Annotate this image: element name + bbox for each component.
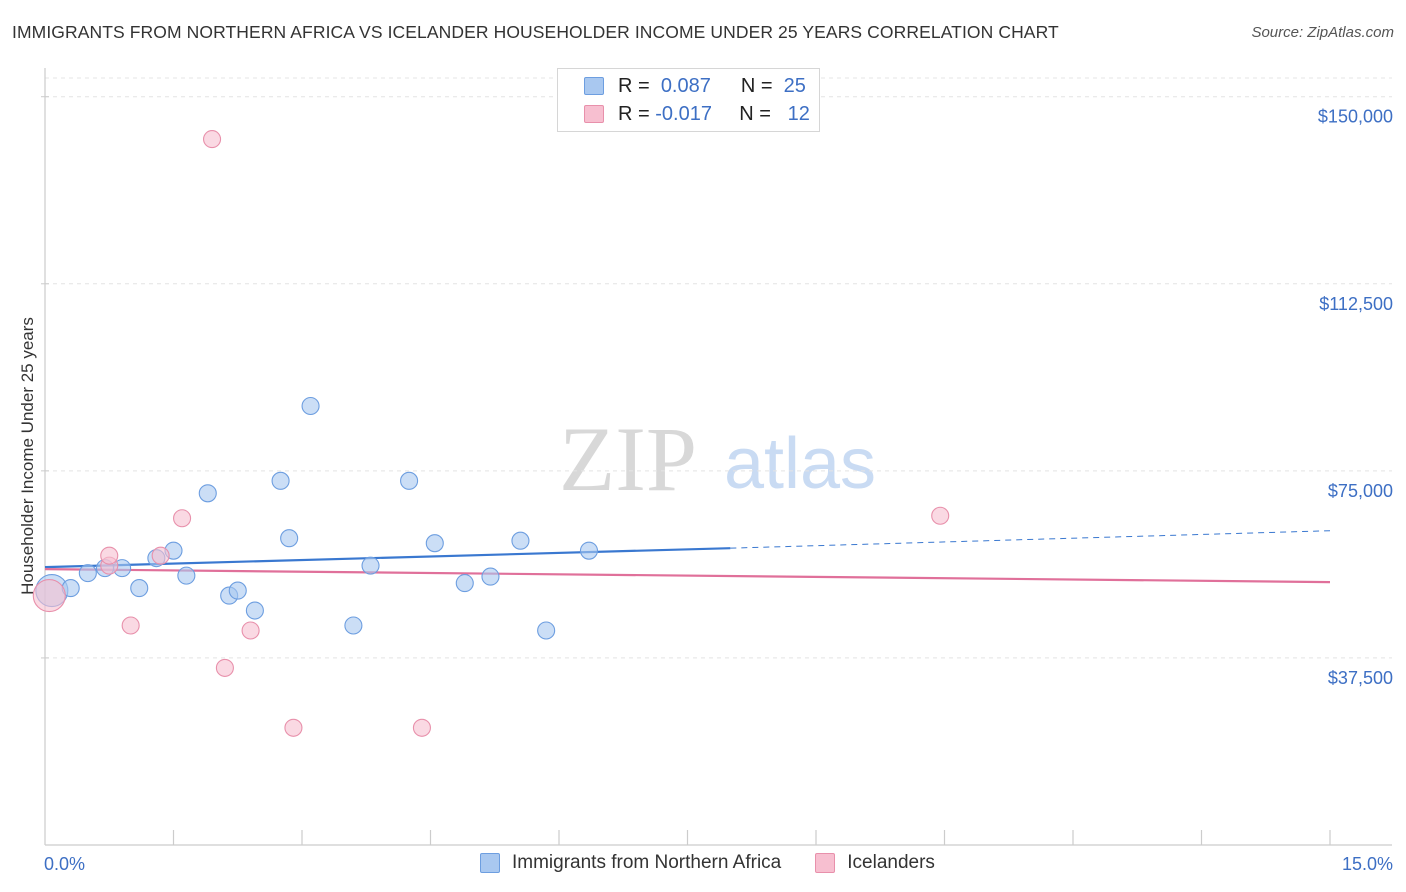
x-tick-label-min: 0.0% [44, 854, 85, 874]
data-point-northern-africa [455, 574, 474, 593]
x-tick-labels: 0.0% 15.0% [44, 854, 1393, 874]
data-point-northern-africa [361, 556, 380, 575]
data-point-northern-africa [481, 567, 500, 586]
data-point-icelanders [173, 509, 192, 528]
data-point-icelanders [203, 130, 222, 149]
source-credit: Source: ZipAtlas.com [1251, 24, 1394, 41]
legend-swatch-pink [815, 853, 836, 873]
data-point-icelanders [215, 658, 234, 677]
data-point-northern-africa [280, 529, 299, 548]
series-legend: Immigrants from Northern Africa Icelande… [480, 852, 969, 874]
trend-line-extension [730, 530, 1331, 549]
legend-swatch-blue [480, 853, 500, 873]
data-point-northern-africa [425, 534, 444, 553]
legend-n-label: N = [740, 74, 773, 97]
legend-swatch-pink [584, 105, 604, 123]
data-point-northern-africa [537, 621, 556, 640]
watermark: ZIP atlas [559, 408, 876, 510]
legend-label-northern-africa: Immigrants from Northern Africa [512, 852, 782, 873]
data-point-icelanders [931, 506, 950, 525]
legend-row-icelanders: R = -0.017 N = 12 [584, 102, 810, 126]
x-ticks [172, 830, 1331, 845]
data-point-icelanders [241, 621, 260, 640]
data-point-northern-africa [245, 601, 264, 620]
watermark-atlas: atlas [724, 424, 876, 504]
legend-swatch-blue [584, 77, 604, 95]
data-point-icelanders [100, 546, 119, 565]
data-point-icelanders [151, 546, 170, 565]
legend-n-value: 12 [787, 102, 810, 125]
y-tick-label: $112,500 [1319, 294, 1393, 314]
data-point-northern-africa [344, 616, 363, 635]
data-point-northern-africa [400, 471, 419, 490]
legend-r-value: -0.017 [655, 102, 712, 125]
data-points [32, 130, 950, 737]
data-point-northern-africa [511, 531, 530, 550]
x-tick-label-max: 15.0% [1342, 854, 1393, 874]
data-point-icelanders [284, 718, 303, 737]
trend-lines [44, 530, 1331, 584]
y-tick-label: $37,500 [1328, 668, 1393, 688]
data-point-northern-africa [301, 396, 320, 416]
y-tick-labels: $37,500 $75,000 $112,500 $150,000 [1318, 107, 1393, 688]
legend-label-icelanders: Icelanders [847, 852, 935, 873]
legend-n-label: N = [739, 102, 771, 125]
data-point-northern-africa [177, 566, 196, 585]
legend-row-northern-africa: R = 0.087 N = 25 [584, 74, 806, 98]
legend-r-label: R = [618, 102, 650, 125]
y-tick-label: $75,000 [1328, 481, 1393, 501]
legend-r-value: 0.087 [660, 74, 711, 97]
data-point-northern-africa [130, 579, 149, 598]
data-point-icelanders [412, 718, 431, 737]
data-point-northern-africa [228, 581, 247, 600]
data-point-northern-africa [78, 564, 97, 583]
data-point-northern-africa [271, 471, 290, 490]
legend-n-value: 25 [783, 74, 806, 97]
watermark-zip: ZIP [559, 408, 697, 510]
trend-line-icelanders [44, 568, 1331, 584]
data-point-icelanders [32, 579, 66, 613]
chart-title: IMMIGRANTS FROM NORTHERN AFRICA VS ICELA… [12, 22, 1059, 42]
legend-item-icelanders: Icelanders [815, 852, 935, 874]
data-point-icelanders [121, 616, 140, 635]
legend-item-northern-africa: Immigrants from Northern Africa [480, 852, 781, 874]
y-tick-label: $150,000 [1318, 107, 1393, 127]
axes [44, 68, 1392, 846]
legend-r-label: R = [618, 74, 650, 97]
correlation-legend: R = 0.087 N = 25 R = -0.017 N = 12 [557, 68, 820, 132]
data-point-northern-africa [198, 484, 217, 503]
data-point-northern-africa [579, 541, 599, 560]
